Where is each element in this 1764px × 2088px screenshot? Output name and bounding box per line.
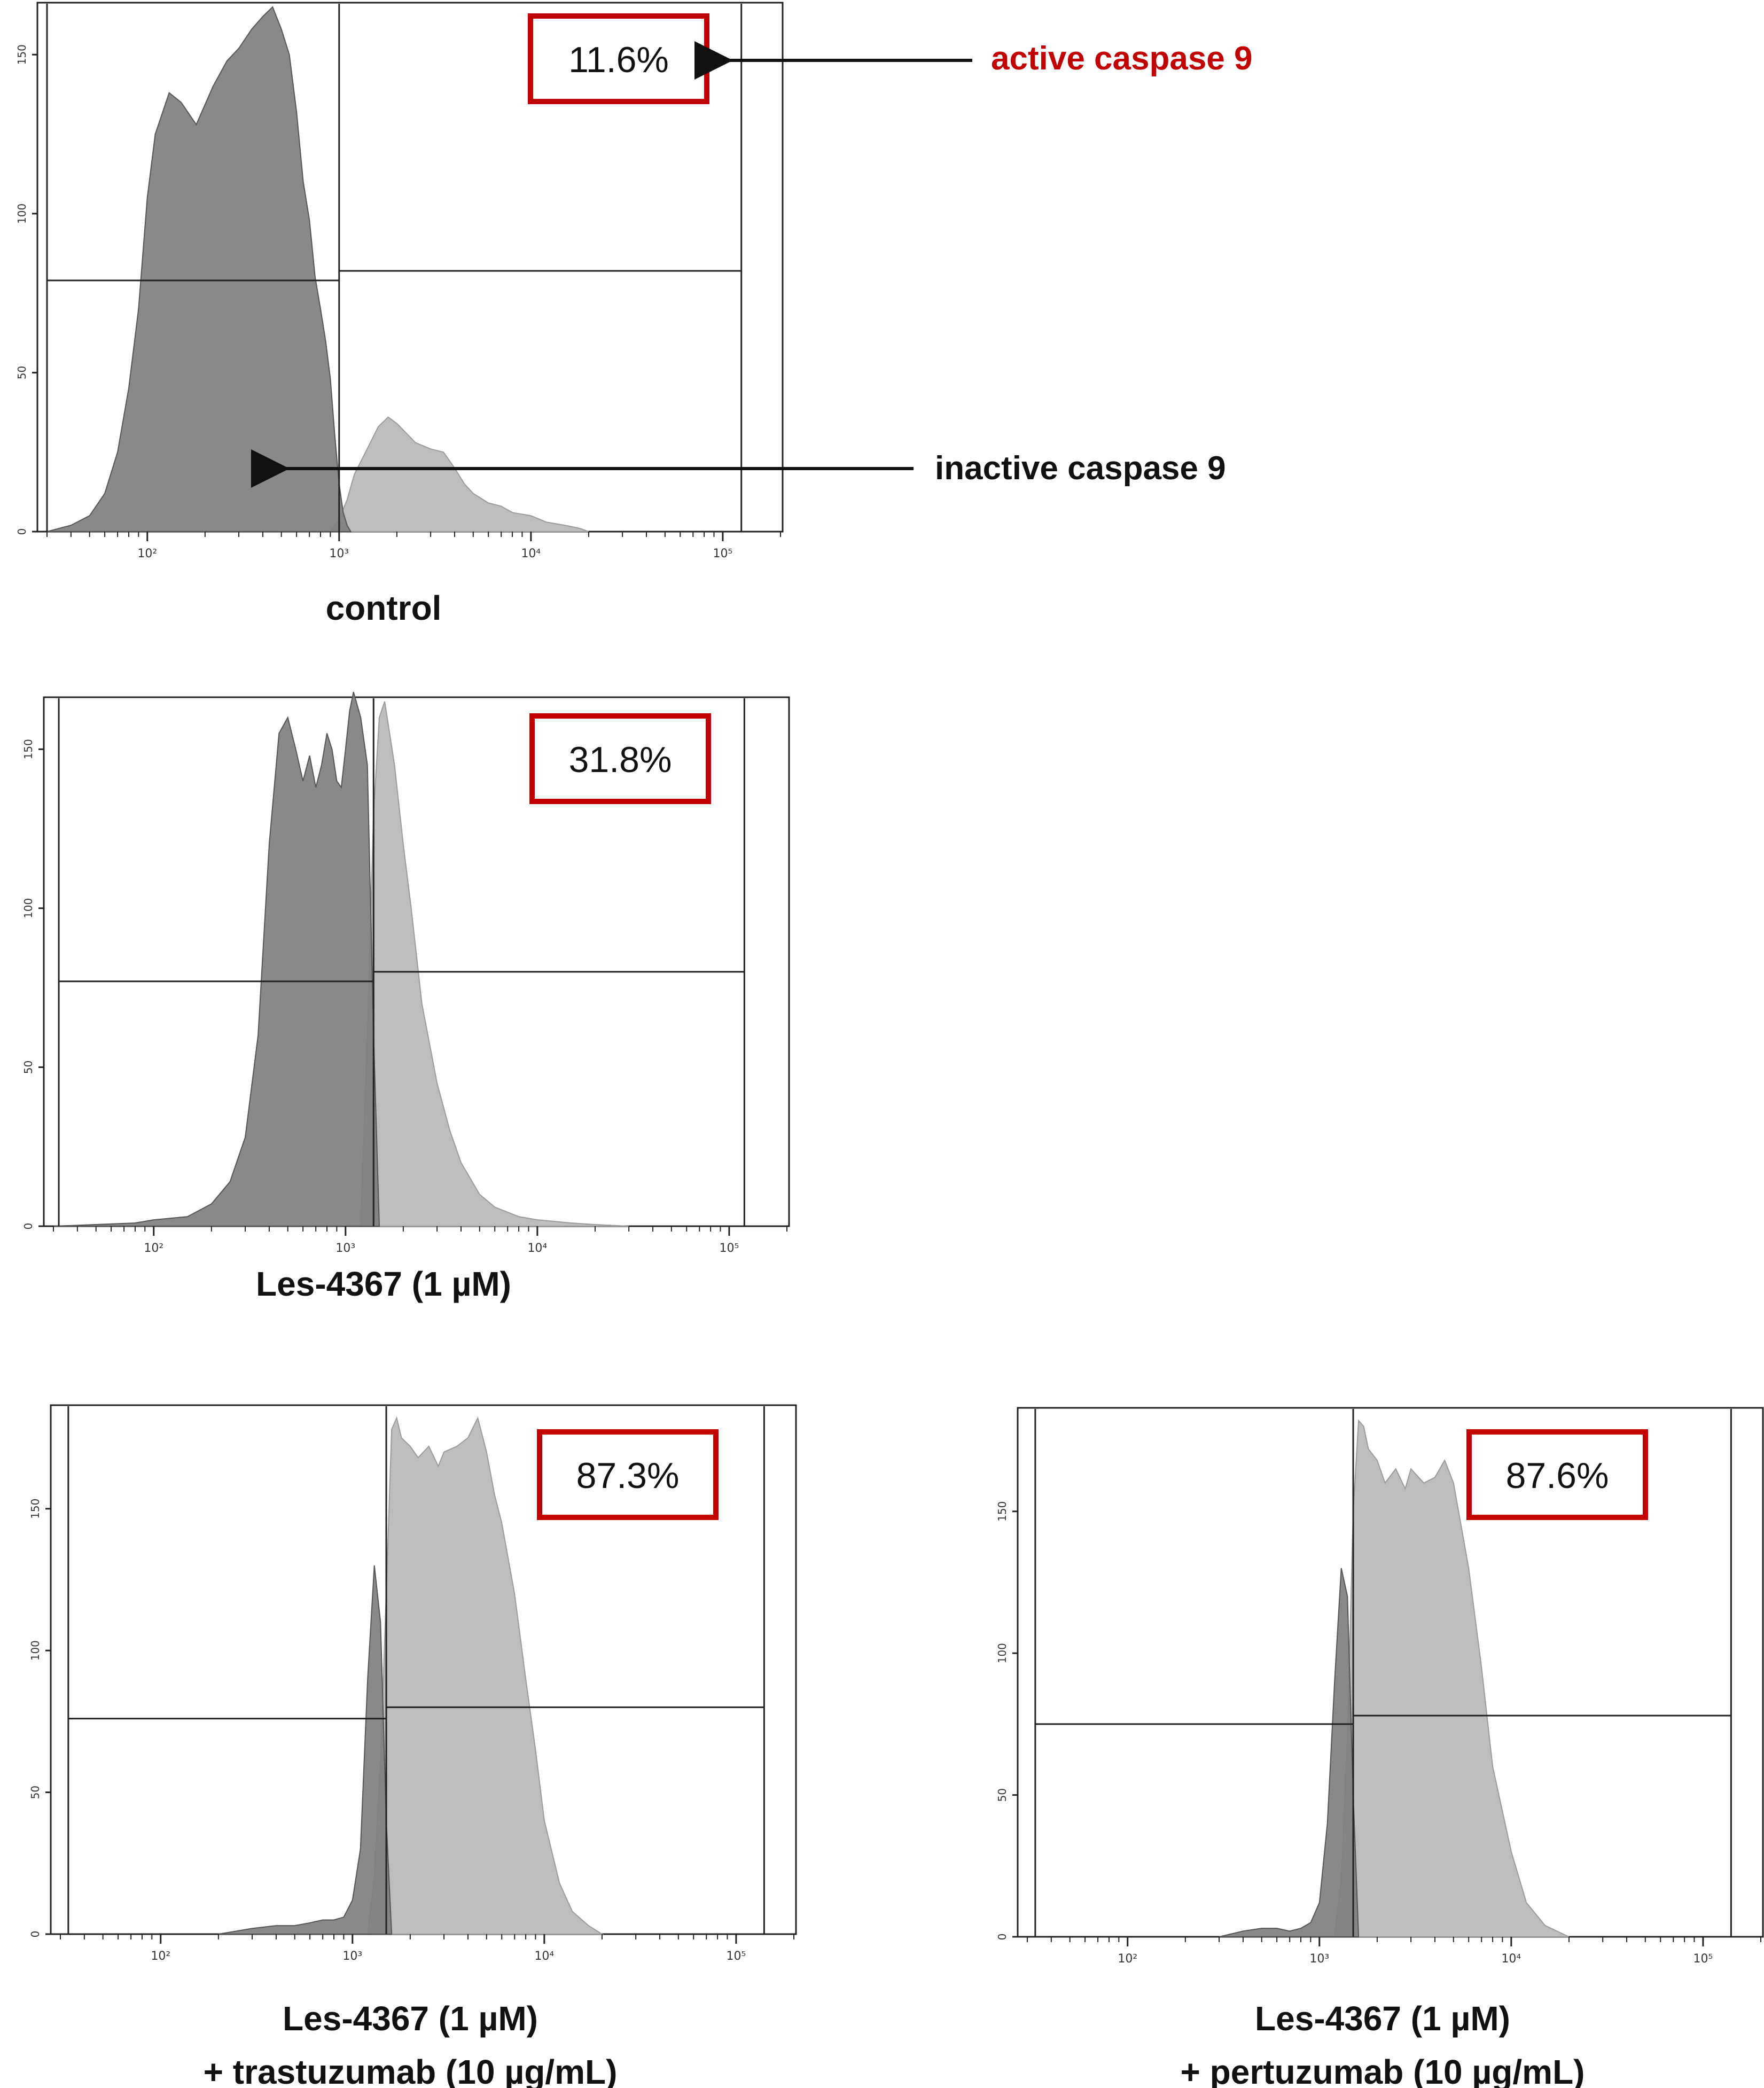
active-population-histogram: [1334, 1419, 1570, 1937]
y-tick-label: 0: [29, 1931, 42, 1938]
active-population-histogram: [367, 1416, 604, 1935]
inactive-population-histogram: [1219, 1568, 1360, 1937]
x-tick-label: 10⁴: [1501, 1952, 1521, 1966]
x-tick-label: 10²: [137, 547, 157, 560]
active-percentage-value: 11.6%: [568, 40, 669, 80]
active-population-histogram: [360, 701, 629, 1227]
y-tick-label: 150: [996, 1501, 1009, 1522]
panel-caption: control: [326, 589, 442, 627]
x-tick-label: 10³: [329, 547, 349, 560]
active-percentage-value: 87.3%: [576, 1455, 680, 1496]
panel-caption: Les-4367 (1 µM): [256, 1265, 511, 1303]
y-tick-label: 100: [996, 1643, 1009, 1663]
inactive-caspase-label: inactive caspase 9: [935, 450, 1226, 487]
x-tick-label: 10³: [1309, 1952, 1329, 1966]
y-tick-label: 150: [15, 44, 28, 65]
x-tick-label: 10⁵: [726, 1950, 746, 1963]
y-tick-label: 50: [15, 366, 28, 379]
x-tick-label: 10⁵: [719, 1242, 739, 1255]
x-tick-label: 10³: [335, 1242, 355, 1255]
y-tick-label: 100: [15, 204, 28, 224]
y-tick-label: 100: [22, 898, 35, 918]
x-tick-label: 10²: [151, 1950, 170, 1963]
x-tick-label: 10⁵: [713, 547, 732, 560]
x-tick-label: 10⁵: [1693, 1952, 1713, 1966]
active-percentage-value: 31.8%: [569, 739, 672, 780]
histogram-panel-4: 0 50 100 150 10² 10³ 10⁴ 10⁵ 87.6% Les-4367 (1 µM…: [996, 1407, 1764, 2088]
panel-caption: + trastuzumab (10 µg/mL): [204, 2053, 618, 2088]
panel-caption: Les-4367 (1 µM): [283, 1999, 538, 2038]
x-tick-label: 10⁴: [534, 1950, 554, 1963]
x-tick-label: 10⁴: [521, 547, 541, 560]
x-tick-label: 10³: [342, 1950, 362, 1963]
y-tick-label: 0: [22, 1223, 35, 1230]
histogram-panels: 0 50 100 150 10² 10³ 10⁴ 10⁵ 11.6% control 0 50 100 1…: [15, 2, 1764, 2088]
y-tick-label: 0: [996, 1934, 1009, 1941]
active-percentage-value: 87.6%: [1506, 1455, 1609, 1496]
y-tick-label: 150: [29, 1499, 42, 1519]
y-tick-label: 150: [22, 739, 35, 759]
inactive-population-histogram: [46, 6, 352, 532]
x-tick-label: 10⁴: [527, 1242, 547, 1255]
y-tick-label: 0: [15, 528, 28, 535]
x-tick-label: 10²: [144, 1242, 163, 1255]
panel-caption: Les-4367 (1 µM): [1255, 1999, 1510, 2038]
panel-caption: + pertuzumab (10 µg/mL): [1181, 2053, 1585, 2088]
active-percentage-box: [537, 1429, 719, 1520]
active-caspase-label: active caspase 9: [991, 40, 1253, 77]
inactive-population-histogram: [218, 1565, 393, 1935]
active-percentage-box: [1466, 1429, 1648, 1520]
histogram-panel-3: 0 50 100 150 10² 10³ 10⁴ 10⁵ 87.3% Les-4367 (1 µM…: [29, 1404, 797, 2088]
histogram-panel-2: 0 50 100 150 10² 10³ 10⁴ 10⁵ 31.8% Les-4367 (1 µM…: [22, 691, 790, 1303]
histogram-panel-1: 0 50 100 150 10² 10³ 10⁴ 10⁵ 11.6% control: [15, 2, 784, 627]
y-tick-label: 50: [29, 1786, 42, 1799]
active-percentage-box: [529, 713, 711, 804]
y-tick-label: 50: [22, 1061, 35, 1074]
x-tick-label: 10²: [1118, 1952, 1137, 1966]
inactive-population-histogram: [53, 691, 380, 1227]
y-tick-label: 100: [29, 1640, 42, 1661]
y-tick-label: 50: [996, 1788, 1009, 1802]
